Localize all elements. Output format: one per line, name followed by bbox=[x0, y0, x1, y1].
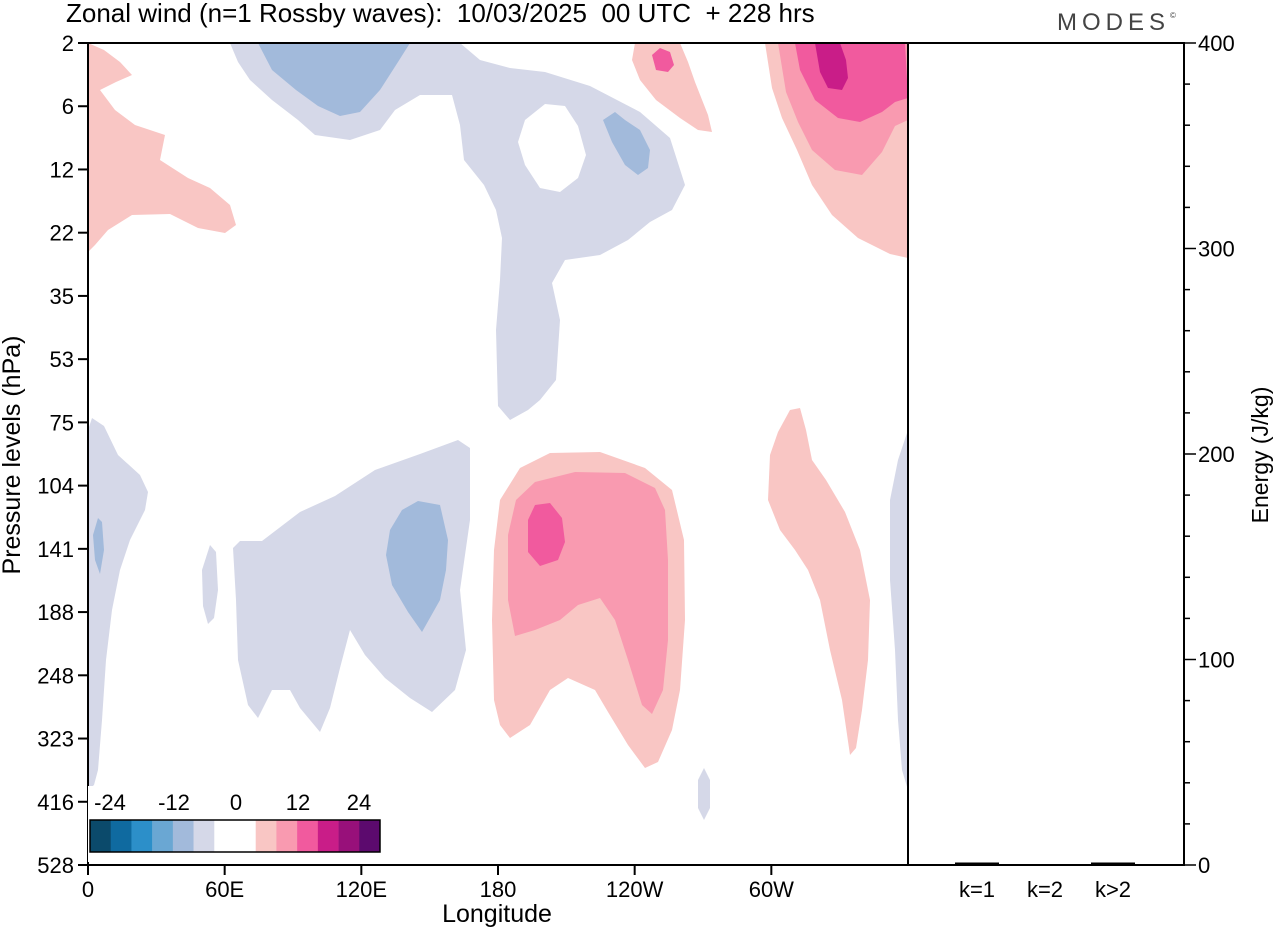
y-tick-label: 12 bbox=[50, 157, 74, 182]
colorbar-swatch bbox=[214, 820, 236, 852]
contour-neg8-tropo bbox=[386, 501, 448, 632]
y-tick-label: 53 bbox=[50, 347, 74, 372]
energy-category-label: k=1 bbox=[959, 877, 995, 902]
colorbar-swatch bbox=[297, 820, 319, 852]
x-tick-label: 60W bbox=[749, 877, 794, 902]
y-tick-label: 35 bbox=[50, 284, 74, 309]
energy-frame bbox=[907, 42, 1185, 866]
colorbar-swatch bbox=[338, 820, 360, 852]
contour-pos-trop-right bbox=[768, 408, 870, 755]
energy-tick-label: 100 bbox=[1198, 648, 1235, 673]
brand-mark: © bbox=[1170, 11, 1176, 20]
colorbar-swatch bbox=[90, 820, 112, 852]
x-axis-label: Longitude bbox=[442, 900, 552, 928]
x-axis: 0 60E 120E 180 120W 60W bbox=[82, 865, 794, 902]
colorbar-swatch bbox=[193, 820, 215, 852]
colorbar-swatch bbox=[131, 820, 153, 852]
colorbar-swatch bbox=[235, 820, 257, 852]
contour-neg-rightedge bbox=[890, 430, 908, 790]
energy-axis: 0 100 200 300 400 bbox=[1184, 31, 1235, 878]
y-tick-label: 416 bbox=[37, 790, 74, 815]
energy-tick-label: 400 bbox=[1198, 31, 1235, 56]
colorbar-swatch bbox=[172, 820, 194, 852]
energy-category-label: k=2 bbox=[1027, 877, 1063, 902]
colorbar-tick-label: -12 bbox=[158, 790, 190, 815]
contour-pos4-small bbox=[652, 48, 674, 72]
energy-tick-label: 0 bbox=[1198, 853, 1210, 878]
contour-pos-smallupper bbox=[632, 43, 712, 132]
y-tick-label: 104 bbox=[37, 474, 74, 499]
chart-title: Zonal wind (n=1 Rossby waves): 10/03/202… bbox=[66, 0, 815, 28]
x-tick-label: 120E bbox=[336, 877, 387, 902]
colorbar: -24 -12 0 12 24 bbox=[88, 786, 384, 862]
colorbar-tick-label: 24 bbox=[347, 790, 371, 815]
colorbar-swatch bbox=[110, 820, 132, 852]
y-axis: 2 6 12 22 35 53 75 104 141 188 248 323 416 528 bbox=[37, 31, 88, 878]
contour-neg8-mid bbox=[603, 112, 650, 175]
brand-logo: MODES© bbox=[1057, 9, 1176, 37]
contour-neg8-edge bbox=[93, 518, 104, 574]
energy-bars: k=1 k=2 k>2 bbox=[955, 862, 1135, 902]
colorbar-swatch bbox=[276, 820, 298, 852]
contour-pos12-upper bbox=[815, 43, 848, 90]
colorbar-border bbox=[89, 819, 381, 853]
energy-bar bbox=[955, 862, 999, 865]
x-tick-label: 180 bbox=[480, 877, 517, 902]
colorbar-swatch bbox=[359, 820, 381, 852]
energy-tick-label: 200 bbox=[1198, 442, 1235, 467]
colorbar-tick-label: 12 bbox=[286, 790, 310, 815]
contour-field bbox=[88, 43, 908, 820]
y-tick-label: 6 bbox=[62, 94, 74, 119]
y-tick-label: 141 bbox=[37, 537, 74, 562]
colorbar-swatch bbox=[255, 820, 277, 852]
energy-tick-label: 300 bbox=[1198, 237, 1235, 262]
colorbar-swatch bbox=[317, 820, 339, 852]
contour-white-hole bbox=[518, 104, 586, 192]
y-tick-label: 323 bbox=[37, 727, 74, 752]
contour-neg-blob bbox=[202, 545, 218, 624]
y-tick-label: 2 bbox=[62, 31, 74, 56]
energy-category-label: k>2 bbox=[1095, 877, 1131, 902]
contour-neg-small bbox=[698, 768, 710, 820]
y-tick-label: 248 bbox=[37, 663, 74, 688]
contour-neg-upper bbox=[230, 43, 685, 420]
energy-bar bbox=[1091, 862, 1135, 865]
contour-pos-upperleft bbox=[88, 43, 236, 252]
x-tick-label: 0 bbox=[82, 877, 94, 902]
x-tick-label: 120W bbox=[606, 877, 664, 902]
colorbar-swatch bbox=[152, 820, 174, 852]
y-tick-label: 75 bbox=[50, 410, 74, 435]
contour-neg8-upper bbox=[258, 43, 410, 116]
x-tick-label: 60E bbox=[205, 877, 244, 902]
y-tick-label: 22 bbox=[50, 221, 74, 246]
contour-pos8-trop bbox=[528, 503, 565, 566]
energy-axis-label: Energy (J/kg) bbox=[1247, 387, 1273, 524]
y-axis-label: Pressure levels (hPa) bbox=[0, 336, 26, 575]
colorbar-tick-label: -24 bbox=[94, 790, 126, 815]
contour-neg-lefteedge bbox=[88, 418, 148, 790]
brand-text: MODES bbox=[1057, 9, 1171, 36]
y-tick-label: 528 bbox=[37, 853, 74, 878]
colorbar-tick-label: 0 bbox=[230, 790, 242, 815]
y-tick-label: 188 bbox=[37, 600, 74, 625]
